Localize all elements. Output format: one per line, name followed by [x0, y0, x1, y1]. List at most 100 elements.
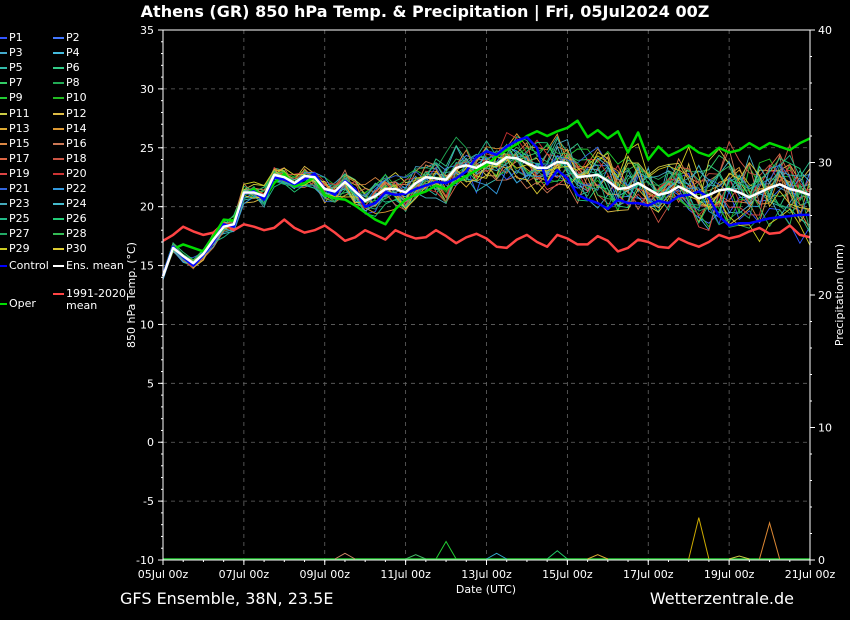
- legend-item-p4: P4: [53, 47, 80, 59]
- legend-item-p8: P8: [53, 77, 80, 89]
- legend-swatch: [0, 188, 7, 190]
- legend-swatch: [0, 218, 7, 221]
- legend-swatch: [53, 264, 64, 267]
- legend-swatch: [53, 218, 64, 221]
- precipitation-layer: [163, 517, 810, 560]
- legend-swatch: [0, 127, 7, 130]
- legend-item-p17: P17: [0, 152, 30, 165]
- legend-item-ens-mean: Ens. mean: [53, 258, 124, 272]
- x-tick-label: 05Jul 00z: [138, 568, 189, 581]
- legend-swatch: [0, 248, 7, 251]
- legend-label: P9: [9, 91, 23, 105]
- legend-item-p12: P12: [53, 106, 87, 120]
- grid-layer: [162, 29, 811, 561]
- x-tick-label: 15Jul 00z: [542, 568, 593, 581]
- legend-label: P13: [9, 121, 30, 135]
- legend-label: P18: [66, 151, 87, 165]
- legend-item-p14: P14: [53, 121, 87, 135]
- series-line-1991-2020-mean: [162, 218, 811, 253]
- legend-swatch: [0, 264, 7, 267]
- y-tick-label: -5: [143, 495, 154, 508]
- legend-swatch: [0, 67, 7, 70]
- y2-tick-label: 30: [818, 157, 832, 170]
- legend-item-p29: P29: [0, 243, 30, 255]
- legend-label: P21: [9, 182, 30, 195]
- precip-spike: [435, 540, 457, 560]
- x-tick-label: 19Jul 00z: [704, 568, 755, 581]
- y2-tick-label: 0: [818, 554, 825, 567]
- legend-item-p10: P10: [53, 92, 87, 104]
- legend-label: P1: [9, 31, 23, 44]
- legend-item-p13: P13: [0, 121, 30, 135]
- legend-item-clim-mean: 1991-2020 mean: [53, 287, 126, 312]
- legend-item-p11: P11: [0, 106, 30, 120]
- legend-swatch: [0, 82, 7, 85]
- legend-swatch: [53, 52, 64, 55]
- legend-label: P4: [66, 46, 80, 60]
- axes-layer: 35 30 25 20 15 10 5 0 -5 -10 40 30 20 10 0 05Jul 00z 07J…: [136, 24, 835, 581]
- y2-tick-label: 20: [818, 289, 832, 302]
- y-tick-label: 5: [147, 377, 154, 390]
- x-tick-label: 09Jul 00z: [299, 568, 350, 581]
- footer-site: Wetterzentrale.de: [649, 589, 794, 608]
- legend-item-p7: P7: [0, 77, 23, 89]
- legend-swatch: [53, 142, 64, 145]
- legend-item-p18: P18: [53, 151, 87, 165]
- legend-label: Oper: [9, 296, 36, 310]
- legend-label: P20: [66, 166, 87, 180]
- legend-label: P6: [66, 61, 80, 75]
- legend-item-p22: P22: [53, 183, 87, 195]
- legend-label: P7: [9, 76, 23, 90]
- x-tick-label: 21Jul 00z: [785, 568, 836, 581]
- legend-label: P10: [66, 91, 87, 105]
- ensemble-member-line: [162, 143, 811, 277]
- legend-item-oper: Oper: [0, 296, 36, 310]
- y-tick-label: 20: [140, 201, 154, 214]
- legend-label: Ens. mean: [66, 258, 124, 272]
- legend-item-p23: P23: [0, 198, 30, 210]
- y-tick-label: 10: [140, 318, 154, 331]
- legend-label: P14: [66, 121, 87, 135]
- legend-label: P27: [9, 227, 30, 241]
- legend-swatch: [0, 142, 7, 145]
- legend-item-p9: P9: [0, 92, 23, 104]
- legend-item-p28: P28: [53, 228, 87, 240]
- legend-item-p25: P25: [0, 213, 30, 225]
- legend-item-p27: P27: [0, 228, 30, 240]
- legend-swatch: [53, 67, 64, 70]
- legend-label-clim-mean-line2: mean: [66, 298, 98, 312]
- legend-item-p24: P24: [53, 198, 87, 210]
- legend-label: Control: [9, 258, 49, 272]
- precip-spike: [758, 521, 781, 560]
- precip-spike: [546, 550, 568, 560]
- legend-label: P26: [66, 212, 87, 226]
- legend-swatch: [53, 188, 64, 190]
- legend-swatch: [0, 233, 7, 236]
- legend-item-p21: P21: [0, 183, 30, 195]
- legend-swatch: [53, 127, 64, 130]
- ensemble-member-line: [162, 140, 811, 275]
- legend-item-p3: P3: [0, 47, 23, 59]
- series-line-oper: [161, 119, 811, 276]
- footer-model-info: GFS Ensemble, 38N, 23.5E: [120, 589, 334, 608]
- y2-axis-label: Precipitation (mm): [833, 244, 846, 346]
- y-tick-label: 15: [140, 260, 154, 273]
- y-axis-label: 850 hPa Temp. (°C): [125, 242, 138, 348]
- legend-swatch: [53, 233, 64, 236]
- legend-label: P11: [9, 106, 30, 120]
- y-tick-label: 0: [147, 436, 154, 449]
- legend-swatch: [53, 37, 64, 39]
- legend-label: P12: [66, 106, 87, 120]
- legend-swatch: [0, 203, 7, 206]
- legend-label: P22: [66, 182, 87, 195]
- legend-label: P23: [9, 197, 30, 211]
- legend-swatch: [0, 157, 7, 160]
- x-tick-label: 07Jul 00z: [219, 568, 270, 581]
- legend-swatch: [0, 112, 7, 115]
- y-tick-label: 35: [140, 24, 154, 37]
- x-tick-label: 17Jul 00z: [623, 568, 674, 581]
- y-tick-label: 30: [140, 83, 154, 96]
- legend-label: P3: [9, 46, 23, 60]
- precip-spike: [334, 552, 356, 560]
